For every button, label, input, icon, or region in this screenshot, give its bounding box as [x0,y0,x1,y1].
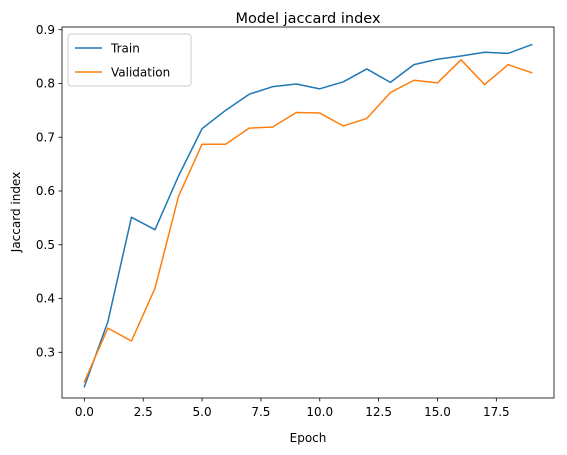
data-point-validation [389,91,391,93]
plot-area [62,27,554,398]
data-point-validation [177,195,179,197]
data-point-validation [224,143,226,145]
data-point-train [130,216,132,218]
x-tick-label: 2.5 [134,405,153,419]
series-line-train [83,43,533,388]
x-tick-label: 15.0 [424,405,451,419]
y-tick-label: 0.6 [36,184,55,198]
x-axis-label: Epoch [290,431,327,445]
data-point-validation [483,83,485,85]
data-point-train [83,386,85,388]
data-point-train [224,109,226,111]
data-point-train [177,175,179,177]
data-point-validation [248,127,250,129]
data-point-train [460,55,462,57]
data-point-train [107,320,109,322]
series-layer [83,43,533,388]
data-point-train [366,68,368,70]
data-point-validation [413,79,415,81]
data-point-validation [530,72,532,74]
x-tick-label: 5.0 [193,405,212,419]
data-point-train [389,81,391,83]
plot-frame [61,26,555,399]
data-point-train [201,127,203,129]
data-point-validation [83,381,85,383]
data-point-validation [342,125,344,127]
data-point-train [530,44,532,46]
data-point-validation [154,287,156,289]
data-point-validation [271,126,273,128]
data-point-train [319,88,321,90]
data-point-validation [366,117,368,119]
data-point-train [295,83,297,85]
x-tick-label: 17.5 [483,405,510,419]
data-point-validation [460,59,462,61]
x-tick-label: 12.5 [365,405,392,419]
data-point-train [342,81,344,83]
y-tick-label: 0.3 [36,345,55,359]
data-point-train [483,51,485,53]
data-point-validation [295,111,297,113]
legend-box [67,33,192,87]
x-tick-label: 10.0 [306,405,333,419]
legend-label-train: Train [110,41,140,55]
data-point-validation [130,340,132,342]
y-axis-label: Jaccard index [9,172,23,253]
data-point-train [248,93,250,95]
data-point-validation [436,82,438,84]
data-point-train [154,229,156,231]
data-point-validation [107,327,109,329]
data-point-train [507,52,509,54]
x-tick-label: 7.5 [251,405,270,419]
y-tick-label: 0.8 [36,77,55,91]
data-point-validation [319,112,321,114]
series-line-validation [83,59,533,383]
data-point-validation [507,63,509,65]
legend-label-validation: Validation [111,65,170,79]
data-point-train [413,63,415,65]
x-tick-label: 0.0 [75,405,94,419]
y-tick-label: 0.7 [36,130,55,144]
ticks-layer: 0.0 2.5 5.0 7.5 10.0 12.5 15.0 17.5 0.3 0.4 0.5 0.6… [36,23,510,419]
y-tick-label: 0.9 [36,23,55,37]
legend: Train Validation [67,33,192,87]
data-point-validation [201,143,203,145]
y-tick-label: 0.4 [36,292,55,306]
data-point-train [271,85,273,87]
y-tick-label: 0.5 [36,238,55,252]
data-point-train [436,58,438,60]
chart-title: Model jaccard index [235,11,380,27]
